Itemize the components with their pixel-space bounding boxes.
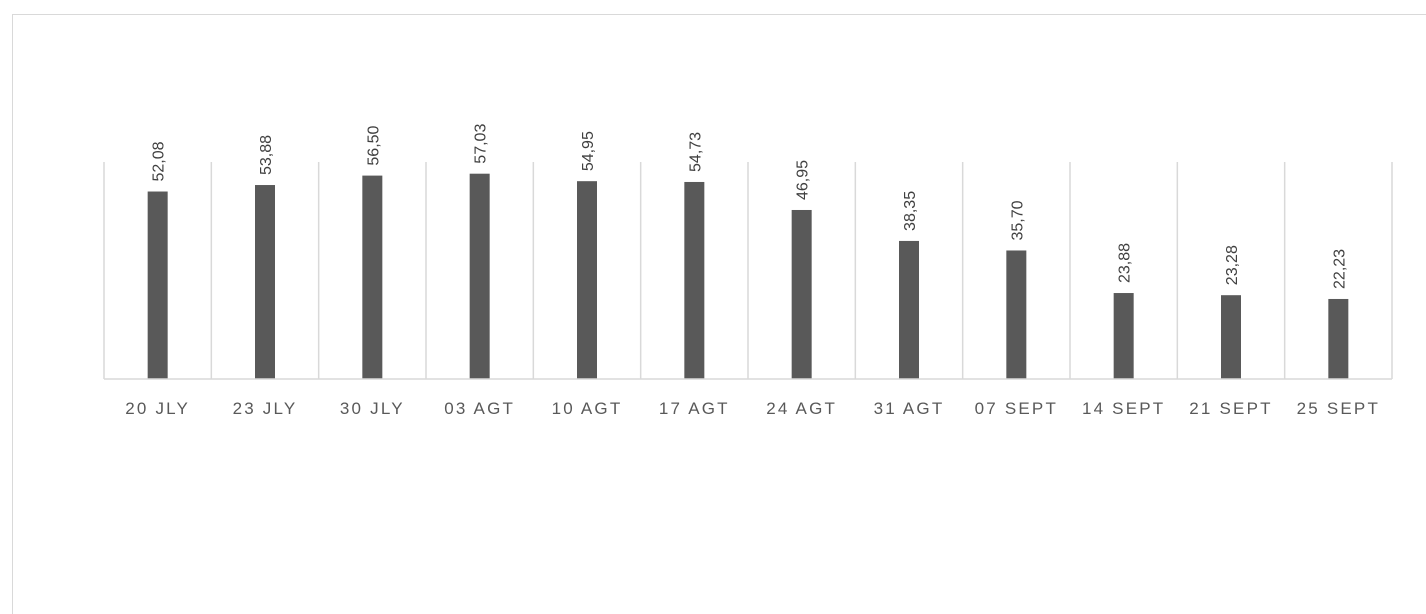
data-label: 23,88 [1117,243,1134,283]
data-label: 35,70 [1009,200,1026,240]
bar [147,191,168,379]
bar [362,175,383,379]
bar [684,181,705,379]
x-tick-label: 31 AGT [874,399,945,418]
data-labels: 52,08 53,88 56,50 57,03 54,95 54,73 46,95 38,35… [151,124,1349,289]
data-label: 57,03 [473,124,490,164]
bar [577,181,597,379]
data-label: 56,50 [365,125,382,165]
x-tick-label: 03 AGT [444,399,515,418]
bar [255,185,275,379]
bar [1328,298,1349,379]
x-tick-label: 24 AGT [766,399,837,418]
x-tick-label: 23 JLY [233,399,298,418]
x-tick-label: 25 SEPT [1297,399,1380,418]
x-tick-label: 21 SEPT [1189,399,1272,418]
x-tick-label: 14 SEPT [1082,399,1165,418]
data-label: 54,73 [687,132,704,172]
x-tick-label: 07 SEPT [975,399,1058,418]
data-label: 22,23 [1331,249,1348,289]
data-label: 23,28 [1224,245,1241,285]
chart-frame [12,14,1426,614]
bar-series [147,173,1349,379]
bar [1006,250,1027,379]
category-separators [103,162,1393,379]
data-label: 38,35 [902,191,919,231]
bar [791,209,812,379]
x-tick-label: 17 AGT [659,399,730,418]
x-tick-label: 30 JLY [340,399,405,418]
x-axis-tick-labels: 20 JLY 23 JLY 30 JLY 03 AGT 10 AGT 17 AGT 24 A… [125,399,1380,418]
bar [469,173,490,379]
x-tick-label: 20 JLY [125,399,190,418]
bar [1221,295,1241,379]
data-label: 54,95 [580,131,597,171]
data-label: 46,95 [795,160,812,200]
data-label: 52,08 [151,141,168,181]
data-label: 53,88 [258,135,275,175]
x-tick-label: 10 AGT [552,399,623,418]
bar [1113,293,1134,379]
bar [899,240,919,379]
